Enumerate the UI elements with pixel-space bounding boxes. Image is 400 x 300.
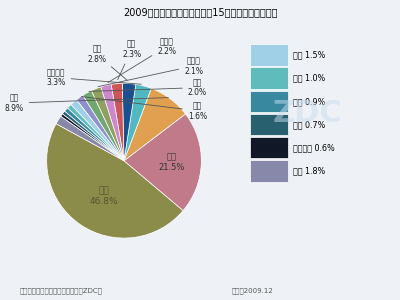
Text: ZDC: ZDC — [273, 100, 343, 128]
Text: 格力
46.8%: 格力 46.8% — [90, 186, 119, 206]
Text: 海尔
8.9%: 海尔 8.9% — [5, 93, 168, 113]
Text: 其他 1.8%: 其他 1.8% — [293, 166, 325, 175]
Wedge shape — [124, 114, 201, 211]
Wedge shape — [111, 83, 124, 161]
Text: 时间：2009.12: 时间：2009.12 — [232, 287, 274, 294]
Wedge shape — [62, 111, 124, 161]
Wedge shape — [83, 91, 124, 161]
Text: 科龙
1.6%: 科龙 1.6% — [81, 97, 207, 121]
Text: 奥克斯
2.1%: 奥克斯 2.1% — [98, 56, 203, 87]
Wedge shape — [124, 84, 151, 161]
Text: 大金 1.5%: 大金 1.5% — [293, 51, 325, 60]
Wedge shape — [68, 104, 124, 161]
Text: 日立 0.7%: 日立 0.7% — [293, 120, 325, 129]
Wedge shape — [64, 108, 124, 161]
Wedge shape — [76, 95, 124, 161]
Wedge shape — [71, 100, 124, 161]
Text: 三菱电机
3.3%: 三菱电机 3.3% — [46, 68, 141, 87]
Text: 三菱重工 0.6%: 三菱重工 0.6% — [293, 143, 334, 152]
Text: 松下
2.0%: 松下 2.0% — [89, 78, 207, 97]
Wedge shape — [47, 124, 183, 238]
Text: 2009年度中国最受用户关注的15大空调品牌比例分布: 2009年度中国最受用户关注的15大空调品牌比例分布 — [123, 8, 277, 17]
Wedge shape — [91, 87, 124, 161]
Text: 美的
21.5%: 美的 21.5% — [159, 152, 185, 172]
Wedge shape — [61, 114, 124, 161]
Text: 数据来源：互联网消费调研中心（ZDC）: 数据来源：互联网消费调研中心（ZDC） — [20, 287, 103, 294]
Wedge shape — [122, 83, 136, 161]
Text: 格兰仕
2.2%: 格兰仕 2.2% — [108, 37, 176, 82]
Text: 志高
2.3%: 志高 2.3% — [118, 39, 141, 80]
Wedge shape — [101, 85, 124, 161]
Text: 海信
2.8%: 海信 2.8% — [88, 45, 127, 80]
Text: 春兰 1.0%: 春兰 1.0% — [293, 74, 325, 83]
Wedge shape — [56, 116, 124, 161]
Wedge shape — [124, 88, 186, 161]
Text: 长虹 0.9%: 长虹 0.9% — [293, 97, 325, 106]
